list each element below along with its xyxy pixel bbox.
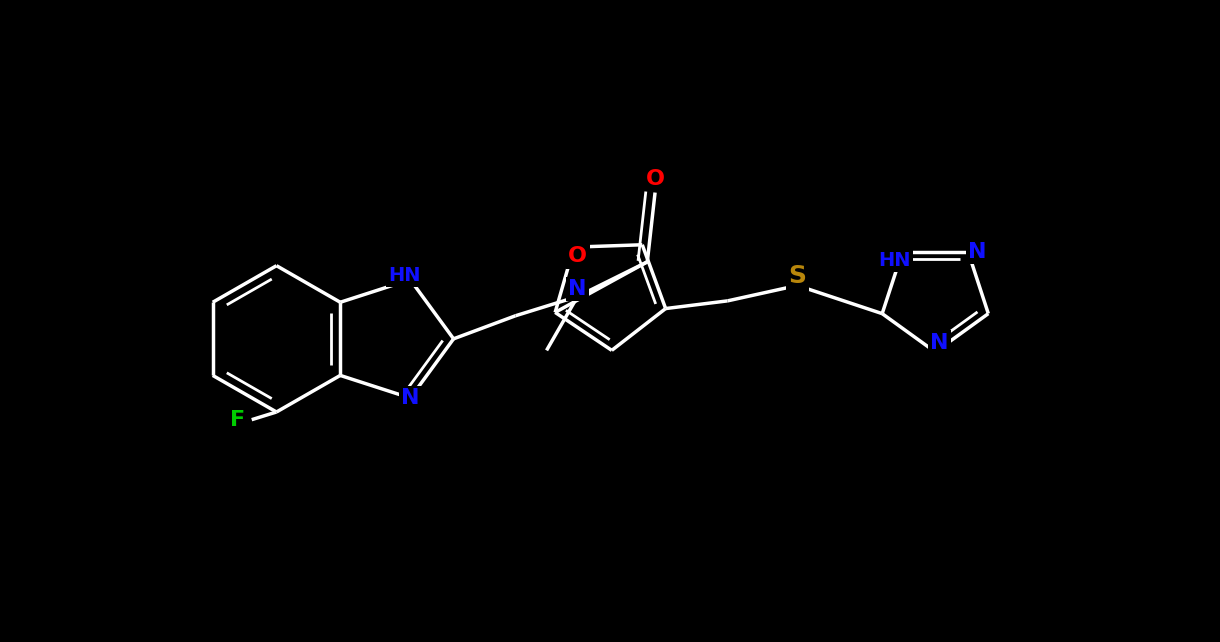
Text: HN: HN: [878, 252, 911, 270]
Text: N: N: [969, 241, 987, 262]
Text: F: F: [231, 410, 245, 429]
Text: O: O: [569, 247, 587, 266]
Text: N: N: [401, 388, 420, 408]
Text: N: N: [930, 333, 948, 352]
Text: N: N: [569, 279, 587, 299]
Text: S: S: [788, 265, 806, 288]
Text: O: O: [645, 169, 665, 189]
Text: HN: HN: [388, 266, 421, 285]
